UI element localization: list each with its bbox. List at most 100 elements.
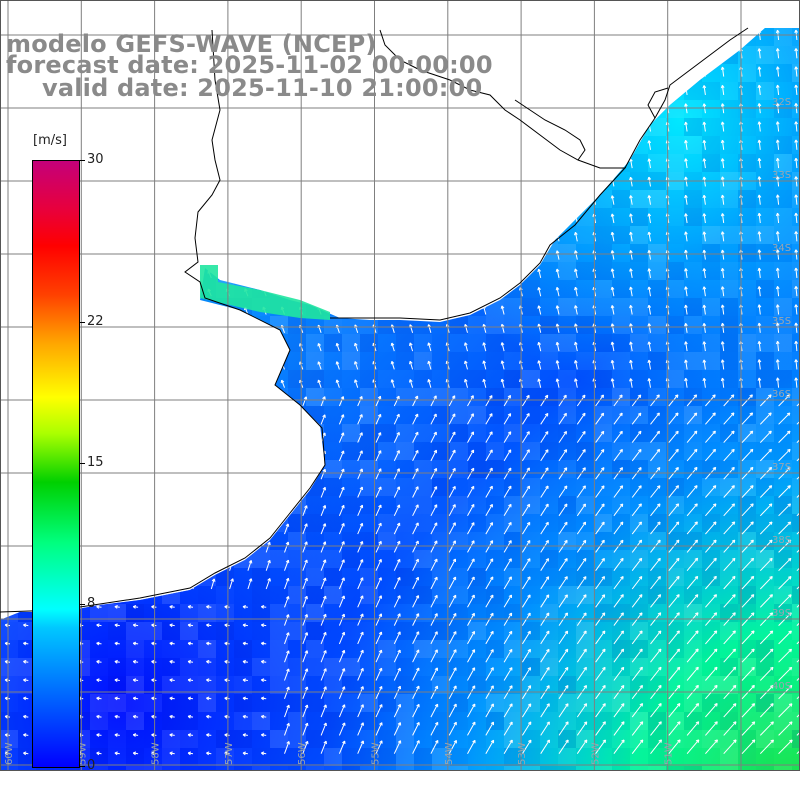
wind-arrow [242, 714, 248, 719]
wind-arrow [430, 486, 438, 498]
wind-arrow [759, 739, 774, 755]
wind-arrow [61, 124, 66, 132]
wind-arrow [794, 84, 799, 95]
wind-arrow [796, 467, 800, 480]
wind-arrow [610, 286, 615, 297]
wind-arrow [320, 414, 326, 425]
wind-arrow [684, 286, 688, 297]
wind-arrow [741, 739, 756, 755]
wind-arrow [482, 140, 487, 150]
wind-arrow [132, 659, 139, 664]
wind-arrow [210, 433, 215, 443]
wind-arrow [537, 250, 542, 260]
wind-arrow [155, 397, 160, 407]
wind-arrow [647, 195, 652, 205]
wind-arrow [482, 378, 487, 388]
wind-arrow [647, 304, 652, 315]
wind-arrow [262, 215, 267, 224]
wind-arrow [302, 414, 308, 425]
wind-arrow [610, 359, 615, 370]
wind-arrow [192, 560, 197, 571]
wind-arrow [265, 469, 271, 480]
wind-arrow [412, 413, 419, 425]
wind-arrow [778, 594, 792, 608]
wind-arrow [155, 506, 160, 516]
wind-arrow [170, 178, 176, 187]
wind-arrow [778, 430, 791, 443]
wind-arrow [574, 360, 578, 370]
wind-arrow [500, 140, 505, 150]
wind-arrow [8, 417, 13, 425]
wind-arrow [8, 435, 13, 443]
wind-arrow [537, 122, 542, 132]
wind-arrow [610, 48, 615, 59]
wind-arrow [229, 505, 234, 516]
wind-arrow [720, 194, 725, 205]
wind-arrow [280, 269, 285, 279]
wind-arrow [427, 287, 432, 297]
wind-arrow [390, 360, 395, 370]
wind-arrow [247, 451, 252, 462]
wind-arrow [409, 251, 414, 260]
wind-arrow [119, 525, 123, 535]
wind-arrow [302, 432, 308, 443]
wind-arrow [8, 580, 13, 590]
wind-arrow [114, 605, 120, 609]
wind-arrow [412, 468, 419, 480]
wind-arrow [629, 176, 633, 187]
wind-arrow [537, 323, 542, 333]
wind-arrow [778, 557, 792, 572]
wind-arrow [207, 233, 212, 242]
wind-arrow [82, 416, 86, 425]
wind-arrow [794, 267, 799, 278]
wind-arrow [794, 66, 799, 77]
wind-arrow [448, 504, 456, 517]
wind-arrow [280, 343, 285, 352]
wind-arrow [540, 503, 549, 517]
lat-label: 37S [772, 462, 791, 473]
wind-arrow [174, 470, 179, 480]
wind-arrow [448, 395, 456, 407]
wind-arrow [155, 488, 160, 498]
wind-arrow [610, 323, 615, 333]
wind-arrow [613, 594, 624, 608]
wind-arrow [409, 104, 414, 114]
wind-arrow [96, 641, 102, 646]
wind-arrow [224, 623, 230, 628]
wind-arrow [170, 215, 176, 224]
wind-arrow [375, 722, 383, 736]
wind-arrow [558, 594, 568, 608]
wind-arrow [647, 341, 652, 352]
wind-arrow [485, 395, 493, 407]
wind-arrow [647, 359, 652, 370]
wind-arrow [794, 377, 799, 388]
wind-arrow [448, 522, 456, 535]
wind-arrow [684, 213, 688, 224]
wind-arrow [169, 659, 175, 664]
wind-arrow [242, 605, 248, 609]
wind-arrow [100, 525, 105, 535]
wind-arrow [741, 648, 755, 663]
wind-arrow [174, 433, 179, 443]
wind-arrow [574, 122, 578, 132]
wind-arrow [686, 557, 699, 572]
wind-arrow [757, 66, 762, 77]
wind-arrow [702, 48, 707, 59]
wind-arrow [134, 160, 139, 169]
wind-arrow [629, 67, 633, 77]
wind-arrow [335, 306, 340, 315]
wind-arrow [242, 623, 248, 628]
wind-arrow [576, 412, 586, 425]
wind-arrow [720, 322, 725, 333]
wind-arrow [210, 578, 216, 590]
wind-arrow [335, 141, 340, 150]
wind-arrow [137, 561, 142, 571]
wind-arrow [317, 269, 322, 279]
wind-arrow [284, 505, 290, 516]
wind-arrow [206, 678, 212, 682]
wind-arrow [558, 739, 569, 754]
wind-arrow [262, 178, 267, 187]
wind-arrow [631, 412, 642, 425]
wind-arrow [265, 414, 271, 425]
wind-arrow [464, 250, 468, 260]
